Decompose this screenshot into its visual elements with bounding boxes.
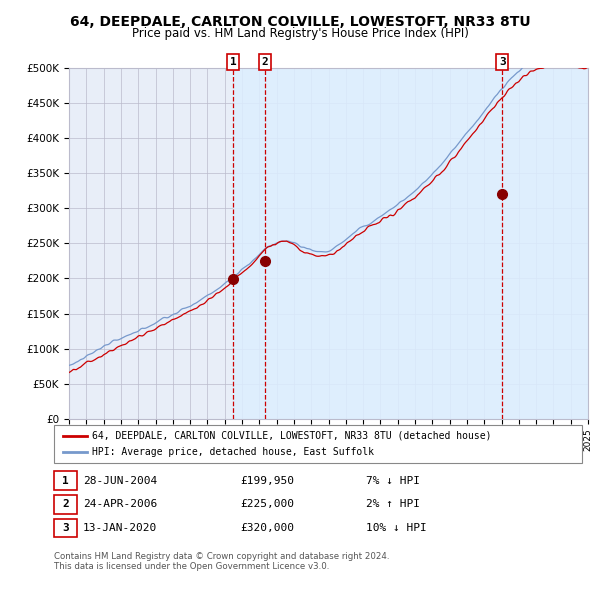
Text: £320,000: £320,000 (240, 523, 294, 533)
Text: Price paid vs. HM Land Registry's House Price Index (HPI): Price paid vs. HM Land Registry's House … (131, 27, 469, 40)
Bar (233, 68, 588, 419)
Text: 64, DEEPDALE, CARLTON COLVILLE, LOWESTOFT, NR33 8TU (detached house): 64, DEEPDALE, CARLTON COLVILLE, LOWESTOF… (92, 431, 491, 441)
Text: Contains HM Land Registry data © Crown copyright and database right 2024.: Contains HM Land Registry data © Crown c… (54, 552, 389, 560)
Text: 28-JUN-2004: 28-JUN-2004 (83, 476, 157, 486)
Text: 10% ↓ HPI: 10% ↓ HPI (366, 523, 427, 533)
Text: £225,000: £225,000 (240, 500, 294, 509)
Text: 2: 2 (261, 57, 268, 67)
Text: 13-JAN-2020: 13-JAN-2020 (83, 523, 157, 533)
Text: 24-APR-2006: 24-APR-2006 (83, 500, 157, 509)
Text: 3: 3 (62, 523, 69, 533)
Text: 64, DEEPDALE, CARLTON COLVILLE, LOWESTOFT, NR33 8TU: 64, DEEPDALE, CARLTON COLVILLE, LOWESTOF… (70, 15, 530, 29)
Text: 1: 1 (230, 57, 236, 67)
Text: This data is licensed under the Open Government Licence v3.0.: This data is licensed under the Open Gov… (54, 562, 329, 571)
Text: 2% ↑ HPI: 2% ↑ HPI (366, 500, 420, 509)
Text: 7% ↓ HPI: 7% ↓ HPI (366, 476, 420, 486)
Text: HPI: Average price, detached house, East Suffolk: HPI: Average price, detached house, East… (92, 447, 374, 457)
Text: 3: 3 (499, 57, 506, 67)
Text: 1: 1 (62, 476, 69, 486)
Text: £199,950: £199,950 (240, 476, 294, 486)
Text: 2: 2 (62, 500, 69, 509)
